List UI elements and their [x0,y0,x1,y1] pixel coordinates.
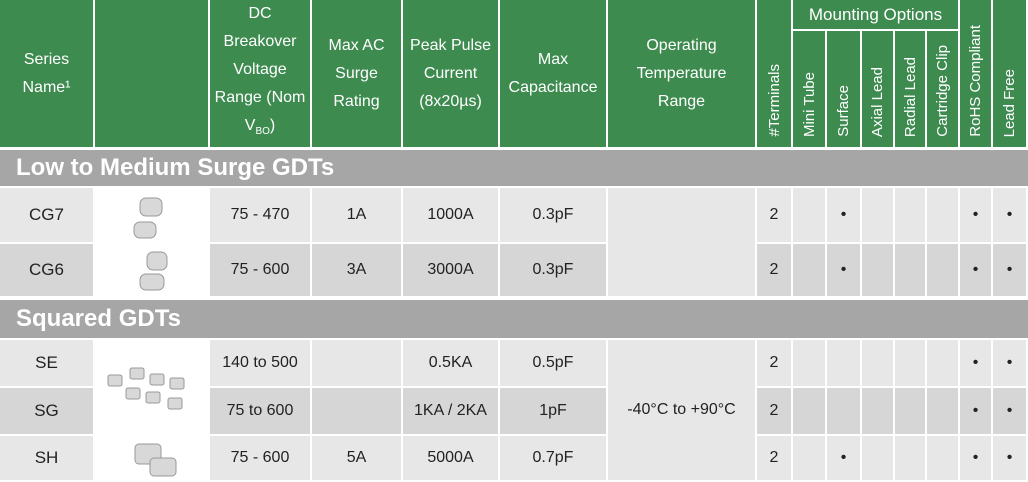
cell-terminals: 2 [757,340,791,386]
cell-radial_lead [895,340,925,386]
cell-radial_lead [895,244,925,296]
cell-axial_lead [862,340,893,386]
cell-axial_lead [862,436,893,480]
header-max_ac: Max AC Surge Rating [312,0,401,147]
cell-mini_tube [793,340,825,386]
header-lead_free: Lead Free [993,0,1026,147]
cell-peak_pulse: 5000A [403,436,498,480]
header-surface: Surface [827,31,860,147]
header-text: DC Breakover Voltage Range (Nom VBO) [213,0,307,146]
header-subscript: BO [255,126,270,138]
cell-rohs: • [960,388,991,434]
cell-capacitance: 0.3pF [500,188,606,242]
cell-series: CG7 [0,188,93,242]
header-series: Series Name¹ [0,0,93,147]
header-cartridge_clip: Cartridge Clip [927,31,958,147]
section-title: Squared GDTs [0,300,1028,338]
cell-axial_lead [862,188,893,242]
cell-dc_voltage: 75 - 470 [210,188,310,242]
cell-surface: • [827,188,860,242]
cell-cartridge_clip [927,436,958,480]
cell-lead_free: • [993,436,1026,480]
header-text: ) [269,117,276,135]
cell-mini_tube [793,436,825,480]
cell-lead_free: • [993,244,1026,296]
header-rohs: RoHS Compliant [960,0,991,147]
cell-radial_lead [895,436,925,480]
header-terminals: #Terminals [757,0,791,147]
cell-max_ac [312,388,401,434]
cell-series: SG [0,388,93,434]
cell-cartridge_clip [927,244,958,296]
cell-cartridge_clip [927,388,958,434]
cell-series: CG6 [0,244,93,296]
header-text: DC Breakover Voltage Range (Nom V [214,5,306,135]
cell-radial_lead [895,188,925,242]
cell-mini_tube [793,244,825,296]
cell-surface: • [827,436,860,480]
cell-max_ac: 3A [312,244,401,296]
cell-axial_lead [862,244,893,296]
cell-lead_free: • [993,188,1026,242]
cell-dc_voltage: 75 - 600 [210,244,310,296]
cell-rohs: • [960,340,991,386]
cell-cartridge_clip [927,340,958,386]
cell-capacitance: 0.7pF [500,436,606,480]
cell-terminals: 2 [757,436,791,480]
header-capacitance: Max Capacitance [500,0,606,147]
cell-dc_voltage: 75 - 600 [210,436,310,480]
header-temperature: Operating Temperature Range [608,0,755,147]
cell-peak_pulse: 0.5KA [403,340,498,386]
header-mounting-options: Mounting Options [793,0,958,29]
header-mini_tube: Mini Tube [793,31,825,147]
cell-capacitance: 1pF [500,388,606,434]
cell-terminals: 2 [757,244,791,296]
cell-series: SH [0,436,93,480]
cell-axial_lead [862,388,893,434]
cell-series: SE [0,340,93,386]
cell-mini_tube [793,188,825,242]
cell-terminals: 2 [757,188,791,242]
cell-max_ac: 1A [312,188,401,242]
header-cell [95,0,208,147]
cell-surface [827,340,860,386]
header-radial_lead: Radial Lead [895,31,925,147]
cell-temperature [608,188,755,296]
cell-dc_voltage: 140 to 500 [210,340,310,386]
cell-terminals: 2 [757,388,791,434]
cell-rohs: • [960,244,991,296]
cell-temperature: -40°C to +90°C [608,340,755,480]
cell-radial_lead [895,388,925,434]
cell-capacitance: 0.5pF [500,340,606,386]
header-axial_lead: Axial Lead [862,31,893,147]
cell-max_ac: 5A [312,436,401,480]
cell-dc_voltage: 75 to 600 [210,388,310,434]
cell-peak_pulse: 1KA / 2KA [403,388,498,434]
cell-peak_pulse: 1000A [403,188,498,242]
cell-cartridge_clip [927,188,958,242]
cell-lead_free: • [993,340,1026,386]
cell-surface [827,388,860,434]
cell-surface: • [827,244,860,296]
cell-capacitance: 0.3pF [500,244,606,296]
cell-mini_tube [793,388,825,434]
header-dc-voltage: DC Breakover Voltage Range (Nom VBO) [210,0,310,147]
cell-rohs: • [960,436,991,480]
cell-peak_pulse: 3000A [403,244,498,296]
cell-max_ac [312,340,401,386]
header-peak_pulse: Peak Pulse Current (8x20µs) [403,0,498,147]
section-title: Low to Medium Surge GDTs [0,150,1028,186]
cell-rohs: • [960,188,991,242]
cell-lead_free: • [993,388,1026,434]
